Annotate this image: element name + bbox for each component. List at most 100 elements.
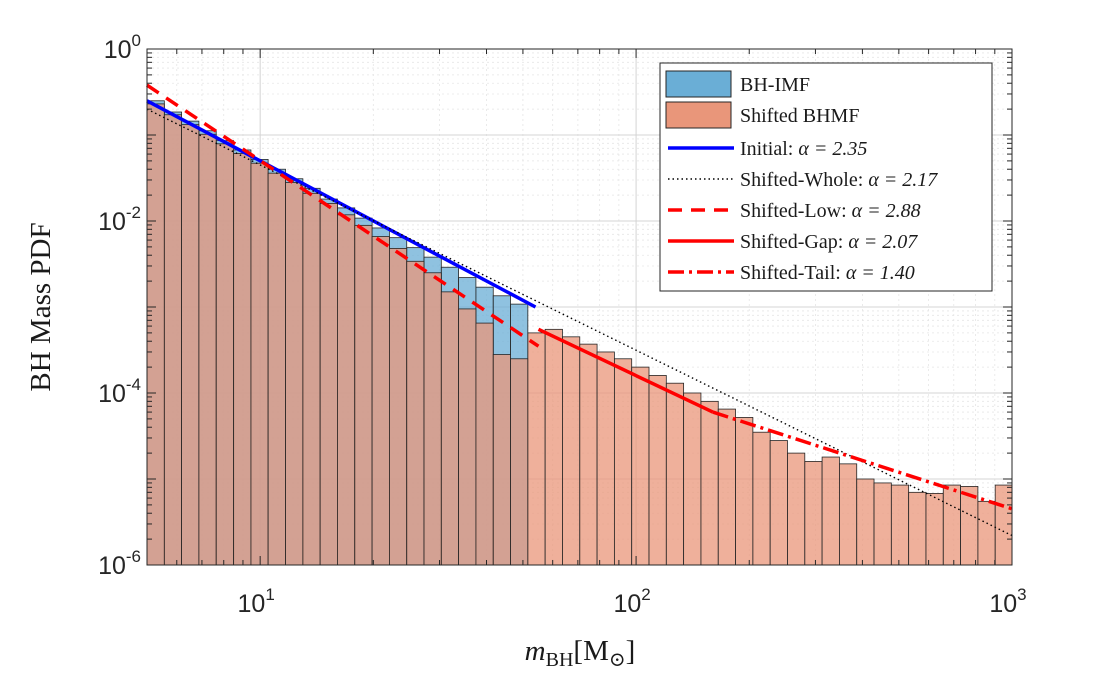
legend-alpha-shifted-low: α = 2.88 xyxy=(852,200,921,222)
shifted-whole-fit-line xyxy=(146,108,1013,537)
shifted-bhmf-bar xyxy=(665,382,685,566)
shifted-bhmf-bar xyxy=(527,332,546,566)
shifted-bhmf-bar xyxy=(163,114,182,566)
shifted-bhmf-bar xyxy=(596,351,615,566)
shifted-bhmf-bar xyxy=(198,133,217,566)
shifted-bhmf-bar xyxy=(631,366,650,566)
y-tick-base: 10 xyxy=(98,380,126,408)
legend-swatch-bh-imf xyxy=(665,70,732,98)
shifted-bhmf-bar xyxy=(735,417,754,566)
x-tick-label: 103 xyxy=(989,585,1026,618)
shifted-bhmf-bar xyxy=(648,375,667,566)
y-tick-exponent: -6 xyxy=(126,547,141,566)
x-tick-exponent: 2 xyxy=(641,585,650,604)
axis-ticks xyxy=(146,48,1013,566)
shifted-bhmf-bar xyxy=(267,172,286,566)
shifted-bhmf-bar xyxy=(302,192,321,566)
shifted-bhmf-bar xyxy=(908,491,927,566)
y-tick-label: 100 xyxy=(104,31,141,64)
legend-label-shifted-tail: Shifted-Tail: α = 1.40 xyxy=(740,262,915,284)
y-tick-base: 10 xyxy=(98,208,126,236)
shifted-bhmf-bar xyxy=(285,182,304,566)
shifted-low-fit-line xyxy=(146,83,540,348)
shifted-bhmf-bar xyxy=(371,236,390,566)
shifted-bhmf-bar xyxy=(389,248,408,566)
shifted-bhmf-bar xyxy=(475,322,494,566)
shifted-bhmf-bar xyxy=(146,103,165,566)
legend-label-shifted-gap: Shifted-Gap: α = 2.07 xyxy=(740,231,918,253)
x-label-main: m xyxy=(525,635,546,667)
fit-lines xyxy=(146,83,1013,537)
shifted-bhmf-bar xyxy=(544,328,563,566)
y-tick-base: 10 xyxy=(98,552,126,580)
shifted-bhmf-bar xyxy=(510,358,529,566)
shifted-bhmf-bar xyxy=(233,153,252,566)
y-tick-exponent: 0 xyxy=(132,31,141,50)
shifted-bhmf-bar xyxy=(613,358,633,566)
x-label-unit-sub: ⊙ xyxy=(609,649,626,671)
x-label-unit-close: ] xyxy=(626,635,636,667)
shifted-bhmf-bar xyxy=(458,308,477,566)
legend: BH-IMF Shifted BHMF Initial: α = 2.35 Sh… xyxy=(659,62,993,292)
shifted-bhmf-bar xyxy=(873,482,892,566)
shifted-bhmf-bar xyxy=(787,452,806,566)
legend-label-bh-imf: BH-IMF xyxy=(740,74,810,96)
legend-label-shifted-bhmf: Shifted BHMF xyxy=(740,105,859,127)
y-tick-exponent: -2 xyxy=(126,203,141,222)
shifted-bhmf-bar xyxy=(925,493,944,566)
shifted-bhmf-bar xyxy=(994,484,1013,566)
legend-name-shifted-gap: Shifted-Gap: xyxy=(740,231,848,253)
y-tick-exponent: -4 xyxy=(126,375,141,394)
x-axis-label: mBH[M⊙] xyxy=(525,635,636,671)
shifted-bhmf-bar xyxy=(752,431,771,566)
legend-alpha-initial: α = 2.35 xyxy=(798,138,867,160)
shifted-bhmf-bar xyxy=(821,456,840,566)
shifted-bhmf-bar xyxy=(700,400,719,566)
shifted-gap-fit-line xyxy=(537,327,714,414)
shifted-bhmf-bar xyxy=(215,143,235,566)
initial-fit-line xyxy=(146,99,537,309)
legend-label-shifted-low: Shifted-Low: α = 2.88 xyxy=(740,200,921,222)
x-label-sub: BH xyxy=(546,649,574,671)
y-tick-base: 10 xyxy=(104,36,132,64)
x-tick-base: 10 xyxy=(238,590,266,618)
shifted-tail-fit-line xyxy=(712,410,1013,511)
shifted-bhmf-bar xyxy=(856,478,875,566)
y-tick-label: 10-2 xyxy=(98,203,141,236)
x-tick-base: 10 xyxy=(613,590,641,618)
legend-label-initial: Initial: α = 2.35 xyxy=(740,138,867,160)
shifted-bhmf-bar xyxy=(890,484,910,566)
x-tick-exponent: 1 xyxy=(265,585,274,604)
y-tick-label: 10-6 xyxy=(98,547,141,580)
legend-swatch-shifted-bhmf xyxy=(665,101,732,129)
x-tick-exponent: 3 xyxy=(1017,585,1026,604)
shifted-bhmf-bar xyxy=(579,343,598,566)
shifted-bhmf-bar xyxy=(423,272,442,566)
legend-alpha-shifted-whole: α = 2.17 xyxy=(868,169,938,191)
x-tick-label: 101 xyxy=(238,585,275,618)
legend-box xyxy=(659,62,993,292)
legend-label-shifted-whole: Shifted-Whole: α = 2.17 xyxy=(740,169,938,191)
shifted-bhmf-bar xyxy=(250,162,269,566)
shifted-bhmf-bar xyxy=(354,224,373,566)
shifted-bhmf-bar xyxy=(406,260,425,566)
legend-name-initial: Initial: xyxy=(740,138,798,160)
shifted-bhmf-bar xyxy=(562,336,581,566)
shifted-bhmf-bar xyxy=(492,354,511,566)
x-label-unit-open: [M xyxy=(573,635,608,667)
shifted-bhmf-bar xyxy=(839,463,858,566)
x-tick-base: 10 xyxy=(989,590,1017,618)
y-axis-label: BH Mass PDF xyxy=(25,222,57,391)
legend-alpha-shifted-tail: α = 1.40 xyxy=(846,262,915,284)
shifted-bhmf-bar xyxy=(683,392,702,566)
shifted-bhmf-bar xyxy=(942,484,961,566)
shifted-bhmf-bar xyxy=(717,408,736,566)
legend-alpha-shifted-gap: α = 2.07 xyxy=(848,231,918,253)
legend-name-shifted-whole: Shifted-Whole: xyxy=(740,169,868,191)
shifted-bhmf-bar xyxy=(804,461,823,566)
legend-name-shifted-tail: Shifted-Tail: xyxy=(740,262,846,284)
shifted-bhmf-bar xyxy=(440,291,460,566)
legend-name-shifted-low: Shifted-Low: xyxy=(740,200,852,222)
